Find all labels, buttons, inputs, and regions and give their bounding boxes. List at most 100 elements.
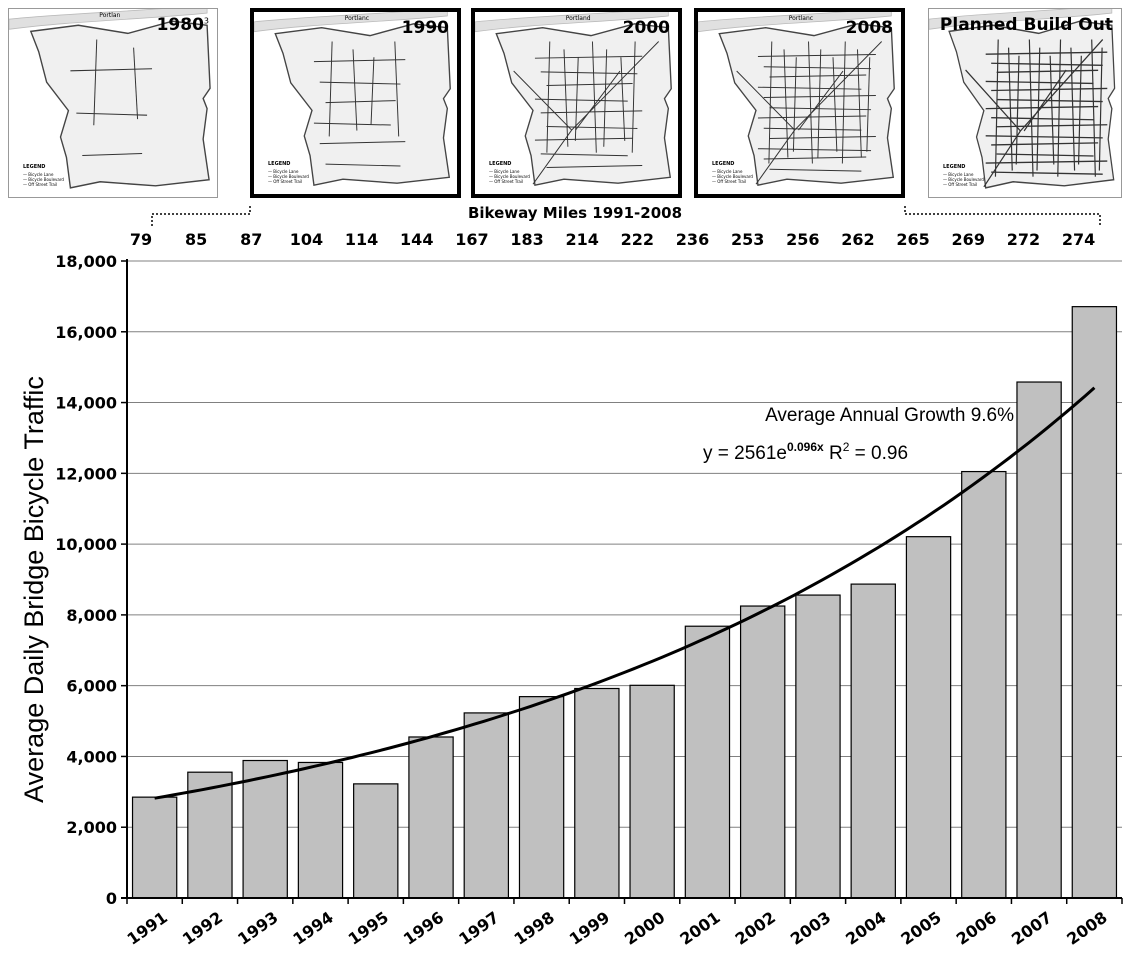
map-panel: Portland 2000 LEGEND — Bicycle Lane — Bicycl… xyxy=(471,8,682,198)
bikeway-segment xyxy=(563,49,569,147)
bikeway-segment xyxy=(591,41,597,153)
bikeway-miles-value: 87 xyxy=(240,230,262,249)
bar-1996 xyxy=(408,736,454,899)
bikeway-segment xyxy=(540,153,628,157)
map-city-label: Portland xyxy=(565,15,591,22)
bracket-connectors xyxy=(151,206,1101,226)
bikeway-miles-value: 144 xyxy=(400,230,433,249)
map-legend-item: — Off Street Trail xyxy=(943,182,978,187)
bikeway-segment xyxy=(70,68,153,72)
bikeway-segment xyxy=(996,98,1103,103)
map-legend: LEGEND — Bicycle Lane — Bicycle Boulevard —… xyxy=(268,162,309,185)
bar-2004 xyxy=(850,583,896,899)
bikeway-diagonal xyxy=(736,41,883,185)
bikeway-segment xyxy=(1036,47,1041,171)
city-boundary xyxy=(495,23,672,186)
x-tick-label: 1998 xyxy=(511,908,558,949)
map-legend: LEGEND — Bicycle Lane — Bicycle Boulevard —… xyxy=(712,162,753,185)
x-tick-label: 1992 xyxy=(179,908,226,949)
map-image xyxy=(9,9,211,189)
bikeway-segment xyxy=(991,62,1103,66)
bikeway-network xyxy=(313,41,406,167)
bikeway-segment xyxy=(996,153,1094,157)
bikeway-segment xyxy=(76,112,148,116)
map-legend-item: — Off Street Trail xyxy=(268,179,303,184)
map-year-label: 1990 xyxy=(402,18,449,38)
map-year-text: Planned Build Out xyxy=(939,15,1113,35)
x-tick-label: 2006 xyxy=(953,908,1000,949)
bikeway-miles-title: Bikeway Miles 1991-2008 xyxy=(468,204,682,222)
map-year-label: Planned Build Out xyxy=(940,15,1113,35)
y-tick-label: 6,000 xyxy=(66,677,117,696)
bikeway-segment xyxy=(133,47,139,120)
bikeway-segment xyxy=(620,57,626,141)
bikeway-segment xyxy=(808,41,813,164)
x-tick-label: 1994 xyxy=(289,908,336,949)
bar-1998 xyxy=(518,696,565,899)
trendline xyxy=(154,386,1096,800)
bikeway-segment xyxy=(991,142,1099,146)
map-legend-title: LEGEND xyxy=(943,164,966,170)
bikeway-segment xyxy=(763,156,867,160)
map-legend-item: — Off Street Trail xyxy=(712,179,747,184)
bikeway-segment xyxy=(574,57,579,141)
bikeway-segment xyxy=(325,100,396,104)
bar-2003 xyxy=(795,594,841,899)
bikeway-segment xyxy=(757,54,876,57)
bikeway-segment xyxy=(1049,55,1055,165)
bar-2000 xyxy=(629,684,675,899)
river xyxy=(254,12,448,33)
bikeway-miles-value: 262 xyxy=(841,230,874,249)
map-image xyxy=(929,9,1116,189)
bikeway-segment xyxy=(985,80,1094,85)
map-city-label: Portlan xyxy=(99,12,121,19)
river xyxy=(475,12,669,33)
map-panel: Portlan 19803 LEGEND — Bicycle Lane — Bicycl… xyxy=(8,8,218,198)
bikeway-miles-values: 79 85 87 104 114 144 167 183 214 222 236 253 256 262 2… xyxy=(130,230,1095,249)
x-axis: 1991 1992 1993 1994 1995 1996 1997 1998 1999 2000… xyxy=(124,898,1123,949)
x-tick-label: 2001 xyxy=(676,908,723,949)
bikeway-segment xyxy=(1077,55,1082,165)
bikeway-miles-value: 253 xyxy=(731,230,764,249)
equation-prefix: y = 2561e xyxy=(703,443,787,464)
river xyxy=(929,9,1113,30)
map-legend-item: — Bicycle Boulevard xyxy=(489,174,530,179)
map-year-text: 1990 xyxy=(401,18,449,38)
bikeway-segment xyxy=(841,41,846,164)
bar-2008 xyxy=(1071,306,1118,899)
bar-2001 xyxy=(684,625,731,899)
bikeway-segment xyxy=(546,165,643,168)
bikeway-miles-value: 269 xyxy=(952,230,985,249)
equation-r: R xyxy=(824,443,843,464)
bracket-right xyxy=(904,206,1101,226)
equation-r-value: = 0.96 xyxy=(849,443,908,464)
y-tick-label: 14,000 xyxy=(55,394,117,413)
bar-1993 xyxy=(242,759,288,899)
map-legend-title: LEGEND xyxy=(489,161,512,167)
bikeway-segment xyxy=(985,51,1108,55)
map-legend-item: — Off Street Trail xyxy=(23,182,58,187)
bikeway-segment xyxy=(534,98,628,102)
bikeway-miles-value: 79 xyxy=(130,230,152,249)
bikeway-miles-value: 183 xyxy=(510,230,543,249)
bikeway-segment xyxy=(313,59,406,63)
gridlines xyxy=(127,260,1122,828)
bikeway-segment xyxy=(1091,39,1096,177)
y-tick-label: 18,000 xyxy=(55,252,117,271)
bar-2006 xyxy=(961,470,1007,899)
bikeway-miles-value: 214 xyxy=(565,230,598,249)
bar-1994 xyxy=(297,761,344,899)
x-tick-label: 2002 xyxy=(732,908,779,949)
bar-1999 xyxy=(574,687,620,899)
bar-2002 xyxy=(739,605,786,899)
bikeway-diagonal xyxy=(513,41,660,185)
bikeway-diagonal xyxy=(965,39,1104,188)
map-year-text: 2000 xyxy=(622,18,670,38)
map-city-label: Portlanc xyxy=(344,15,370,22)
map-year-text: 1980 xyxy=(156,15,204,35)
trendline-growth-label: Average Annual Growth 9.6% xyxy=(765,405,1014,426)
city-boundary xyxy=(718,23,895,186)
trendline-equation: y = 2561e0.096x R2 = 0.96 xyxy=(703,440,908,464)
x-tick-label: 1991 xyxy=(124,908,171,949)
bikeway-segment xyxy=(319,81,401,85)
